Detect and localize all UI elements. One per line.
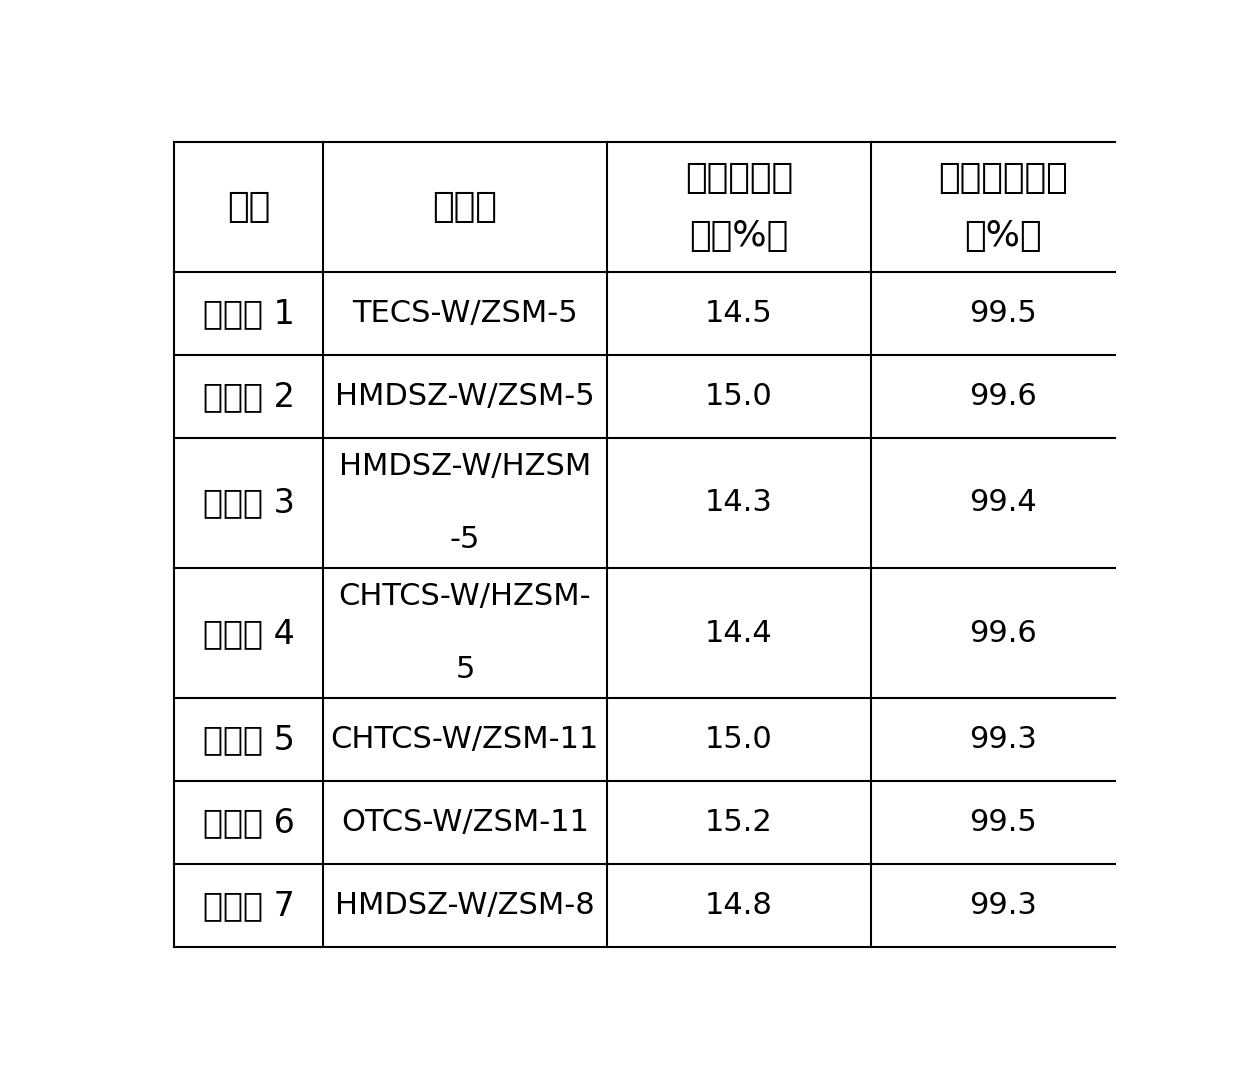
Text: 实施例 2: 实施例 2 — [202, 379, 295, 413]
Text: 实施例 4: 实施例 4 — [203, 617, 295, 650]
Text: CHTCS-W/ZSM-11: CHTCS-W/ZSM-11 — [331, 725, 599, 755]
Text: 99.3: 99.3 — [970, 892, 1037, 920]
Text: 环己烯转化: 环己烯转化 — [684, 162, 792, 195]
Text: 催化剂: 催化剂 — [433, 190, 497, 224]
Text: 实施例 1: 实施例 1 — [203, 298, 295, 330]
Text: 实施例 3: 实施例 3 — [203, 486, 295, 520]
Text: 99.4: 99.4 — [970, 488, 1037, 517]
Text: 99.6: 99.6 — [970, 619, 1037, 648]
Text: TECS-W/ZSM-5: TECS-W/ZSM-5 — [352, 299, 578, 328]
Text: 实施例 7: 实施例 7 — [203, 889, 295, 922]
Text: 序号: 序号 — [227, 190, 270, 224]
Text: HMDSZ-W/ZSM-8: HMDSZ-W/ZSM-8 — [335, 892, 595, 920]
Text: 99.6: 99.6 — [970, 382, 1037, 411]
Text: 14.4: 14.4 — [704, 619, 773, 648]
Text: 5: 5 — [455, 655, 475, 685]
Text: 15.0: 15.0 — [704, 382, 773, 411]
Text: OTCS-W/ZSM-11: OTCS-W/ZSM-11 — [341, 808, 589, 838]
Text: 实施例 6: 实施例 6 — [203, 806, 295, 839]
Text: CHTCS-W/HZSM-: CHTCS-W/HZSM- — [339, 582, 591, 611]
Text: 14.3: 14.3 — [704, 488, 773, 517]
Text: 实施例 5: 实施例 5 — [203, 723, 295, 757]
Text: 15.0: 15.0 — [704, 725, 773, 755]
Text: HMDSZ-W/ZSM-5: HMDSZ-W/ZSM-5 — [335, 382, 595, 411]
Text: 15.2: 15.2 — [704, 808, 773, 838]
Text: 14.8: 14.8 — [704, 892, 773, 920]
Text: 99.5: 99.5 — [970, 808, 1037, 838]
Text: 99.5: 99.5 — [970, 299, 1037, 328]
Text: 率（%）: 率（%） — [689, 219, 789, 252]
Text: （%）: （%） — [965, 219, 1042, 252]
Text: 环己醇选择性: 环己醇选择性 — [939, 162, 1068, 195]
Text: HMDSZ-W/HZSM: HMDSZ-W/HZSM — [339, 452, 591, 481]
Text: 14.5: 14.5 — [704, 299, 773, 328]
Text: 99.3: 99.3 — [970, 725, 1037, 755]
Text: -5: -5 — [450, 525, 480, 554]
